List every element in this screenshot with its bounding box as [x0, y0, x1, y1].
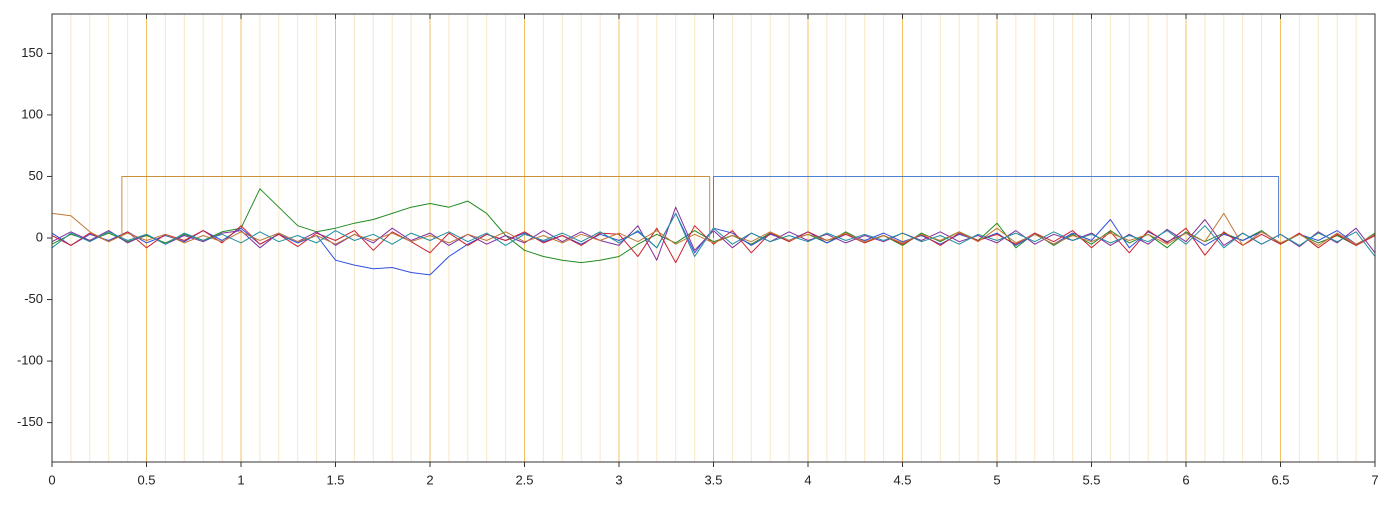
y-tick-label: -50 [24, 291, 43, 306]
series-line [121, 176, 711, 238]
x-tick-label: 3.5 [704, 472, 722, 487]
x-tick-label: 7 [1371, 472, 1378, 487]
x-tick-label: 4.5 [893, 472, 911, 487]
plot-frame [51, 13, 1376, 463]
y-tick-label: -150 [17, 414, 43, 429]
y-tick-label: 50 [29, 168, 43, 183]
x-tick-label: 0 [48, 472, 55, 487]
x-tick-label: 5.5 [1082, 472, 1100, 487]
y-tick-label: 150 [21, 45, 43, 60]
y-tick-label: -100 [17, 353, 43, 368]
y-tick-label: 0 [36, 229, 43, 244]
x-tick-label: 0.5 [137, 472, 155, 487]
series-line [713, 176, 1280, 238]
x-tick-label: 6.5 [1271, 472, 1289, 487]
x-tick-label: 2.5 [515, 472, 533, 487]
x-tick-label: 1.5 [326, 472, 344, 487]
x-tick-label: 5 [993, 472, 1000, 487]
y-tick-label: 100 [21, 106, 43, 121]
x-tick-label: 3 [615, 472, 622, 487]
x-tick-label: 4 [804, 472, 811, 487]
x-tick-label: 1 [237, 472, 244, 487]
x-tick-label: 2 [426, 472, 433, 487]
x-tick-label: 6 [1182, 472, 1189, 487]
